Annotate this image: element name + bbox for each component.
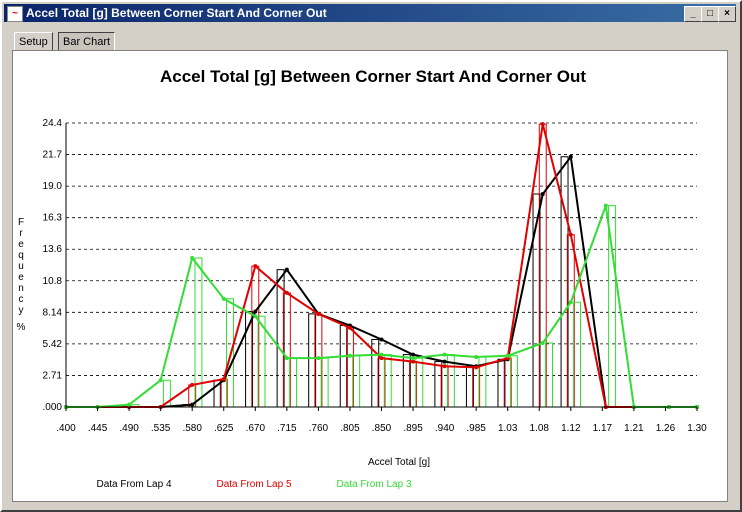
x-tick-label: 1.21 bbox=[624, 423, 644, 434]
data-point bbox=[568, 232, 573, 237]
x-tick-label: .400 bbox=[56, 423, 76, 434]
data-point bbox=[316, 356, 321, 361]
y-axis-label-char: y bbox=[19, 305, 24, 316]
y-axis-label-char: r bbox=[19, 228, 23, 239]
title-bar[interactable]: ~ Accel Total [g] Between Corner Start A… bbox=[4, 4, 736, 22]
y-tick-label: 10.8 bbox=[43, 276, 63, 287]
y-axis-label-char: n bbox=[18, 283, 24, 294]
data-point bbox=[442, 359, 447, 364]
data-point bbox=[284, 267, 289, 272]
legend: Data From Lap 4 Data From Lap 5 Data From … bbox=[96, 479, 411, 490]
chart-title: Accel Total [g] Between Corner Start And… bbox=[160, 67, 586, 86]
x-tick-label: .895 bbox=[403, 423, 423, 434]
data-point bbox=[221, 377, 226, 382]
y-tick-label: 8.14 bbox=[43, 307, 63, 318]
axes bbox=[65, 123, 698, 411]
x-tick-label: 1.12 bbox=[561, 423, 581, 434]
x-axis-label: Accel Total [g] bbox=[368, 457, 430, 468]
y-axis-label-char: e bbox=[18, 239, 24, 250]
data-point bbox=[411, 356, 416, 361]
y-tick-labels: .000 2.71 5.42 8.14 10.8 13.6 16.3 19.0 21.7 24.4 bbox=[43, 118, 63, 413]
y-axis-label-char: q bbox=[18, 250, 24, 261]
data-point bbox=[190, 382, 195, 387]
window-title: Accel Total [g] Between Corner Start And… bbox=[26, 6, 327, 20]
series-lines bbox=[64, 122, 699, 409]
data-point bbox=[474, 354, 479, 359]
x-tick-label: .670 bbox=[246, 423, 266, 434]
data-point bbox=[316, 311, 321, 316]
tab-setup[interactable]: Setup bbox=[14, 32, 53, 52]
data-point bbox=[379, 352, 384, 357]
x-tick-label: .445 bbox=[88, 423, 108, 434]
series-line bbox=[66, 123, 697, 408]
x-tick-label: .805 bbox=[340, 423, 360, 434]
data-point bbox=[158, 378, 163, 383]
data-point bbox=[411, 352, 416, 357]
x-tick-label: .580 bbox=[182, 423, 202, 434]
x-tick-label: .760 bbox=[309, 423, 329, 434]
data-point bbox=[568, 300, 573, 305]
data-point bbox=[411, 359, 416, 364]
tab-bar-chart[interactable]: Bar Chart bbox=[58, 32, 116, 52]
data-point bbox=[347, 325, 352, 330]
legend-entry: Data From Lap 4 bbox=[96, 479, 171, 490]
x-tick-label: .535 bbox=[151, 423, 171, 434]
y-axis-label-char: F bbox=[18, 217, 24, 228]
y-tick-label: .000 bbox=[43, 402, 63, 413]
data-point bbox=[442, 352, 447, 357]
data-point bbox=[347, 353, 352, 358]
x-tick-label: 1.17 bbox=[593, 423, 613, 434]
x-tick-labels: .400 .445 .490 .535 .580 .625 .670 .715 .760 .805… bbox=[56, 423, 707, 434]
data-point bbox=[379, 337, 384, 342]
legend-entry: Data From Lap 3 bbox=[336, 479, 411, 490]
data-point bbox=[540, 340, 545, 345]
data-point bbox=[253, 309, 258, 314]
y-axis-label-char: c bbox=[19, 294, 24, 305]
x-tick-label: .940 bbox=[435, 423, 455, 434]
app-icon: ~ bbox=[7, 6, 23, 22]
x-tick-label: 1.08 bbox=[530, 423, 550, 434]
y-tick-label: 5.42 bbox=[43, 339, 63, 350]
data-point bbox=[603, 203, 608, 208]
y-axis-label-char: % bbox=[17, 322, 26, 333]
x-tick-label: .490 bbox=[119, 423, 139, 434]
x-tick-label: 1.30 bbox=[687, 423, 707, 434]
data-point bbox=[505, 353, 510, 358]
data-point bbox=[127, 402, 132, 407]
data-point bbox=[221, 296, 226, 301]
bars-layer bbox=[131, 123, 617, 408]
y-axis-label-char: u bbox=[18, 261, 24, 272]
x-tick-label: .625 bbox=[214, 423, 234, 434]
data-point bbox=[540, 192, 545, 196]
x-tick-label: 1.03 bbox=[498, 423, 518, 434]
x-tick-label: 1.26 bbox=[656, 423, 676, 434]
data-point bbox=[379, 356, 384, 361]
x-tick-label: .985 bbox=[466, 423, 486, 434]
data-point bbox=[540, 122, 545, 127]
data-point bbox=[253, 314, 258, 319]
data-point bbox=[474, 365, 479, 370]
data-point bbox=[190, 402, 195, 407]
data-point bbox=[568, 154, 573, 159]
legend-entry: Data From Lap 5 bbox=[216, 479, 291, 490]
data-point bbox=[284, 356, 289, 361]
y-tick-label: 16.3 bbox=[43, 213, 63, 224]
y-tick-label: 13.6 bbox=[43, 244, 63, 255]
data-point bbox=[190, 256, 195, 261]
data-point bbox=[442, 364, 447, 369]
x-tick-label: .850 bbox=[372, 423, 392, 434]
series-line bbox=[66, 154, 697, 408]
y-axis-label-char: e bbox=[18, 272, 24, 283]
y-tick-label: 2.71 bbox=[43, 370, 63, 381]
data-point bbox=[284, 290, 289, 295]
y-tick-label: 24.4 bbox=[43, 118, 63, 129]
y-tick-label: 21.7 bbox=[43, 150, 63, 161]
close-button[interactable]: × bbox=[718, 6, 736, 22]
y-tick-label: 19.0 bbox=[43, 181, 63, 192]
x-tick-label: .715 bbox=[277, 423, 297, 434]
data-point bbox=[253, 264, 258, 269]
